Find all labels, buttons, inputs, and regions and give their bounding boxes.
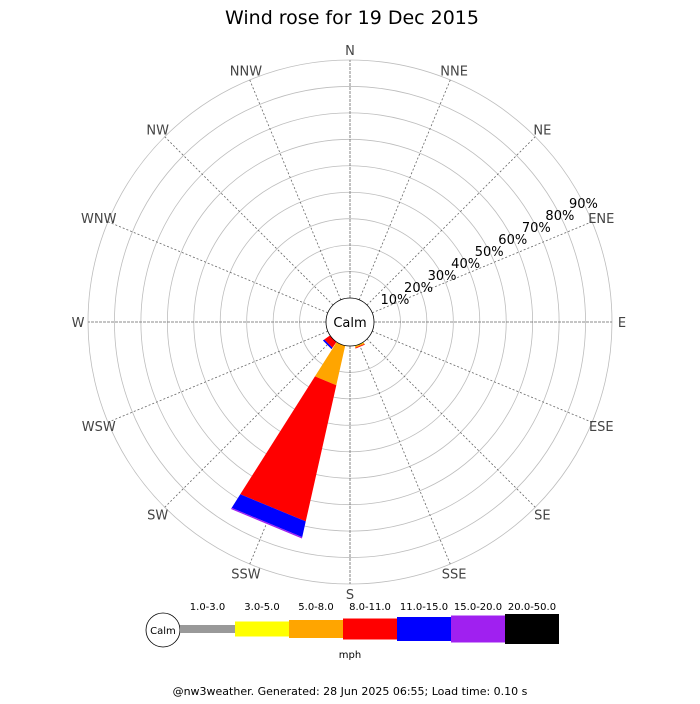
- direction-label-nw: NW: [146, 124, 169, 139]
- legend-calm-label: Calm: [150, 626, 176, 637]
- petal-ssw-8.0-11.0: [240, 376, 337, 522]
- legend-swatch-11.0-15.0: [397, 617, 451, 641]
- calm-circle-group: Calm: [325, 297, 375, 347]
- ring-label: 70%: [522, 221, 551, 236]
- legend-bin-label: 11.0-15.0: [400, 602, 448, 613]
- petal-ssw-11.0-15.0: [231, 494, 306, 538]
- chart-title: Wind rose for 19 Dec 2015: [225, 7, 479, 29]
- legend-bin-label: 3.0-5.0: [244, 602, 279, 613]
- ring-label: 40%: [451, 257, 480, 272]
- ring-label: 50%: [475, 245, 504, 260]
- direction-label-w: W: [72, 316, 85, 331]
- direction-label-ssw: SSW: [231, 567, 261, 582]
- calm-circle: [325, 297, 375, 347]
- direction-label-ene: ENE: [588, 212, 614, 227]
- legend-bin-label: 8.0-11.0: [349, 602, 391, 613]
- direction-label-ese: ESE: [589, 420, 614, 435]
- direction-label-nnw: NNW: [230, 65, 262, 80]
- ring-labels: 10%20%30%40%50%60%70%80%90%: [380, 197, 597, 308]
- petal-sse-8.0-11.0: [355, 343, 365, 349]
- ring-label: 60%: [498, 233, 527, 248]
- direction-label-wsw: WSW: [82, 420, 116, 435]
- petal-sw-8.0-11.0: [324, 335, 337, 348]
- ring-label: 90%: [569, 197, 598, 212]
- footer-text: @nw3weather. Generated: 28 Jun 2025 06:5…: [173, 685, 528, 698]
- petal-ssw-5.0-8.0: [314, 342, 346, 386]
- direction-label-sw: SW: [147, 508, 168, 523]
- legend-bin-label: 15.0-20.0: [454, 602, 502, 613]
- legend-bin-label: 1.0-3.0: [190, 602, 225, 613]
- legend-swatch-5.0-8.0: [289, 620, 343, 638]
- legend-swatch-3.0-5.0: [235, 621, 289, 637]
- direction-label-n: N: [345, 44, 355, 59]
- legend-swatch-15.0-20.0: [451, 615, 505, 643]
- legend-swatch-20.0-50.0: [505, 614, 559, 644]
- legend-bin-label: 5.0-8.0: [298, 602, 333, 613]
- petal-sse-5.0-8.0: [354, 342, 365, 348]
- grid-ring: [114, 86, 586, 558]
- petals: [230, 335, 365, 539]
- grid-ring: [246, 218, 454, 426]
- direction-label-ne: NE: [533, 124, 551, 139]
- petal-ssw-15.0-20.0: [230, 507, 303, 539]
- ring-label: 30%: [428, 269, 457, 284]
- direction-label-nne: NNE: [440, 65, 468, 80]
- polar-grid: [87, 59, 613, 585]
- ring-label: 10%: [380, 293, 409, 308]
- petal-sw-11.0-15.0: [322, 339, 333, 350]
- speed-legend: Calm 1.0-3.0 3.0-5.0 5.0-8.0 8.0-11.0 11.0-15…: [145, 602, 559, 661]
- ring-label: 20%: [404, 281, 433, 296]
- legend-bin-label: 20.0-50.0: [508, 602, 556, 613]
- calm-label: Calm: [333, 316, 366, 331]
- direction-label-se: SE: [534, 508, 550, 523]
- legend-swatch-1.0-3.0: [180, 625, 235, 633]
- direction-label-s: S: [346, 588, 354, 603]
- direction-label-e: E: [618, 316, 626, 331]
- ring-label: 80%: [545, 209, 574, 224]
- direction-label-sse: SSE: [442, 567, 467, 582]
- legend-unit: mph: [339, 650, 361, 661]
- direction-label-wnw: WNW: [81, 212, 117, 227]
- direction-labels: N NNE NE ENE E ESE SE SSE S SSW SW WSW W WNW NW NNW: [72, 44, 627, 603]
- legend-swatch-8.0-11.0: [343, 618, 397, 640]
